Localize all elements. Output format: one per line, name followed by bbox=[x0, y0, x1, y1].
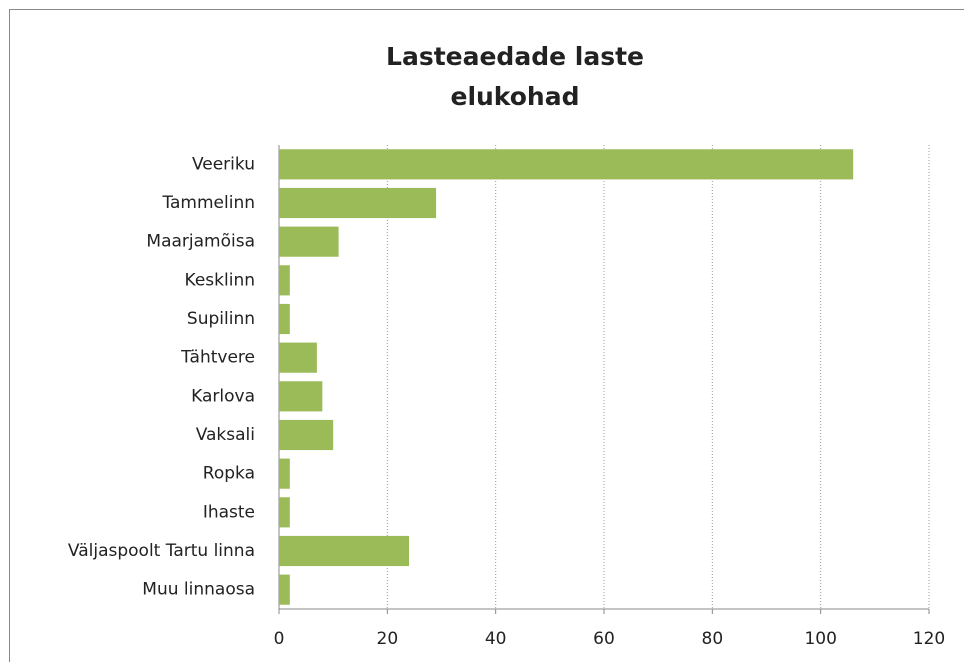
bar bbox=[279, 226, 339, 257]
bar bbox=[279, 303, 290, 335]
bar bbox=[279, 497, 290, 528]
y-tick-label: Veeriku bbox=[192, 154, 255, 174]
bar bbox=[279, 381, 323, 412]
x-tick-label: 60 bbox=[593, 629, 615, 649]
y-tick-label: Muu linnaosa bbox=[142, 580, 255, 600]
x-tick-label: 20 bbox=[377, 629, 399, 649]
y-tick-label: Tammelinn bbox=[161, 193, 255, 213]
y-tick-label: Vaksali bbox=[196, 425, 255, 445]
x-tick-label: 0 bbox=[274, 629, 285, 649]
x-tick-label: 40 bbox=[485, 629, 507, 649]
bar bbox=[279, 419, 334, 451]
bar bbox=[279, 458, 290, 489]
y-tick-label: Maarjamõisa bbox=[146, 232, 255, 252]
bar bbox=[279, 149, 854, 180]
y-tick-label: Ihaste bbox=[203, 502, 255, 522]
x-tick-label: 100 bbox=[804, 629, 836, 649]
y-tick-label: Väljaspoolt Tartu linna bbox=[68, 541, 255, 561]
bar bbox=[279, 574, 290, 605]
y-tick-label: Kesklinn bbox=[185, 270, 255, 290]
y-tick-label: Supilinn bbox=[187, 309, 255, 329]
chart-border bbox=[9, 9, 964, 662]
chart-title: Lasteaedade laste bbox=[386, 42, 644, 71]
bar bbox=[279, 535, 409, 567]
y-tick-label: Ropka bbox=[203, 464, 255, 484]
bar bbox=[279, 187, 437, 219]
y-tick-label: Tähtvere bbox=[180, 348, 255, 368]
chart-title: elukohad bbox=[450, 82, 579, 111]
y-tick-label: Karlova bbox=[191, 386, 255, 406]
bar bbox=[279, 342, 317, 373]
bar bbox=[279, 265, 290, 296]
x-tick-label: 120 bbox=[913, 629, 945, 649]
x-tick-label: 80 bbox=[702, 629, 724, 649]
